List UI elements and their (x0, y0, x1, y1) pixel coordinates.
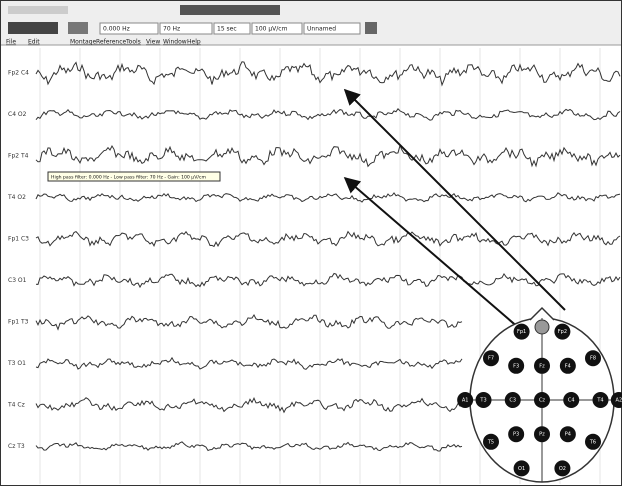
electrode-label: P4 (565, 432, 571, 438)
electrode-label: Fz (539, 363, 545, 369)
menu-item: Edit (28, 39, 40, 46)
menu-item: Tools (125, 39, 141, 46)
electrode-label: P3 (513, 432, 519, 438)
channel-label: Fp1 T3 (8, 319, 29, 326)
electrode-label: O1 (518, 466, 525, 472)
channel-label: Fp2 C4 (8, 70, 29, 77)
electrode-label: F7 (488, 356, 494, 362)
electrode-label: A1 (462, 398, 469, 404)
menu-item: View (146, 39, 160, 46)
menu-item: Window (163, 39, 187, 46)
menu-item: Help (187, 39, 201, 46)
dropdown-value: 15 sec (217, 26, 237, 33)
dropdown-value: 70 Hz (163, 26, 180, 33)
eeg-window: Fp2 C4 C4 O2 Fp2 T4 T4 O2 Fp1 C3 C3 O1 Fp1 T3 T… (0, 0, 622, 486)
menu-item: Montage (70, 39, 96, 46)
channel-label: T4 O2 (7, 194, 26, 201)
menu-item: Reference (96, 39, 127, 46)
dropdown-value: 100 µV/cm (255, 26, 288, 33)
electrode-label: T5 (487, 439, 494, 445)
channel-label: C3 O1 (8, 277, 27, 284)
dropdown-value: 0.000 Hz (103, 26, 130, 33)
electrode-label: Fp1 (517, 329, 526, 335)
electrode-label: C3 (509, 398, 516, 404)
dropdown-value: Unnamed (307, 26, 336, 33)
electrode-label: Cz (539, 398, 545, 404)
channel-label: Fp1 C3 (8, 236, 29, 243)
electrode-label: T3 (479, 398, 486, 404)
electrode-label: Pz (539, 432, 545, 438)
channel-label: Fp2 T4 (8, 153, 29, 160)
electrode-label: A2 (616, 398, 622, 404)
electrode-label: F4 (565, 363, 571, 369)
electrode-label: T4 (596, 398, 603, 404)
tooltip: High pass filter: 0.000 Hz - Low pass fi… (51, 175, 206, 181)
channel-label: C4 O2 (8, 111, 27, 118)
electrode-label: F3 (513, 363, 519, 369)
channel-label: T3 O1 (7, 360, 26, 367)
menu-item: File (6, 39, 16, 46)
electrode-label: C4 (568, 398, 575, 404)
electrode-label: F8 (590, 356, 596, 362)
electrode-label: O2 (559, 466, 566, 472)
channel-label: Cz T3 (8, 443, 25, 450)
electrode-label: T6 (589, 439, 596, 445)
electrode-label: Fp2 (558, 329, 567, 335)
channel-label: T4 Cz (7, 402, 25, 409)
